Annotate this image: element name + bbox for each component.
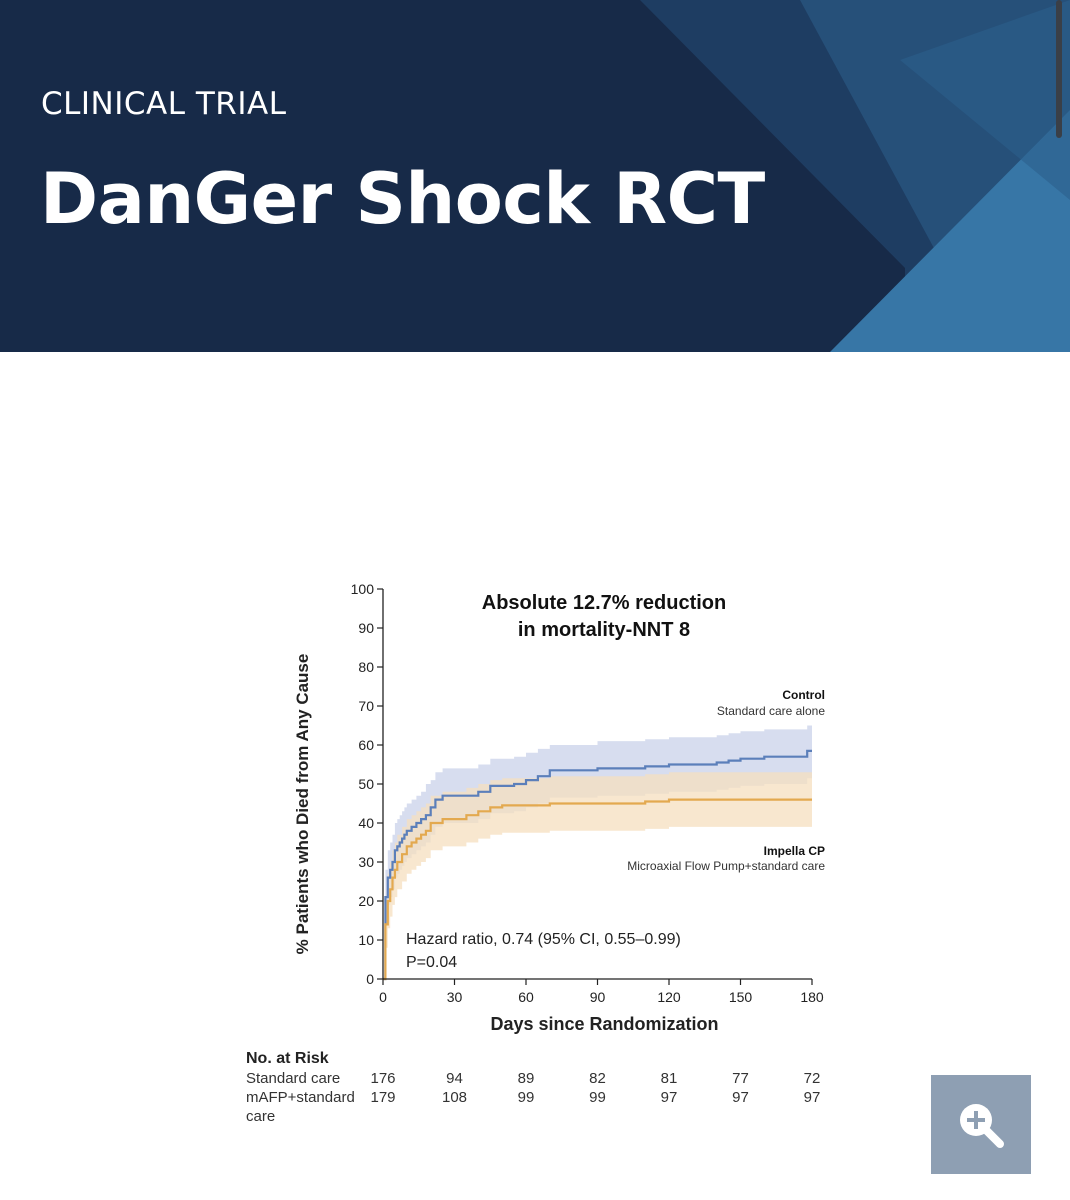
x-tick-label: 90 <box>590 989 606 1005</box>
x-tick-label: 0 <box>379 989 387 1005</box>
y-tick-label: 10 <box>358 932 374 948</box>
risk-cell: 72 <box>804 1070 821 1087</box>
series-sublabel: Standard care alone <box>717 704 825 718</box>
y-axis-label: % Patients who Died from Any Cause <box>293 654 312 955</box>
y-tick-label: 40 <box>358 815 374 831</box>
y-tick-label: 60 <box>358 737 374 753</box>
series-line-impella <box>383 798 812 981</box>
ci-band-impella <box>383 772 812 979</box>
risk-cell: 77 <box>732 1070 749 1087</box>
x-tick-label: 180 <box>800 989 824 1005</box>
risk-cell: 97 <box>661 1089 678 1106</box>
risk-cell: 176 <box>370 1070 395 1087</box>
series-sublabel: Microaxial Flow Pump+standard care <box>627 859 825 873</box>
chart-title-line: Absolute 12.7% reduction <box>482 592 727 614</box>
risk-cell: 97 <box>804 1089 821 1106</box>
header-eyebrow: CLINICAL TRIAL <box>41 86 287 122</box>
hazard-annotation-line: P=0.04 <box>406 954 457 971</box>
deco-shape-4 <box>900 0 1070 200</box>
risk-cell: 99 <box>589 1089 606 1106</box>
deco-shape-3 <box>830 110 1070 352</box>
zoom-button[interactable] <box>931 1075 1031 1174</box>
risk-cell: 94 <box>446 1070 463 1087</box>
y-tick-label: 30 <box>358 854 374 870</box>
y-tick-label: 90 <box>358 620 374 636</box>
risk-cell: 82 <box>589 1070 606 1087</box>
risk-cell: 99 <box>518 1089 535 1106</box>
km-chart: 0 10 20 30 40 50 60 70 80 90 100 0 30 60 90 120 150 180 Da… <box>246 581 825 1125</box>
risk-cell: 179 <box>370 1089 395 1106</box>
scrollbar-thumb[interactable] <box>1056 0 1062 138</box>
risk-cell: 89 <box>518 1070 535 1087</box>
y-tick-label: 20 <box>358 893 374 909</box>
risk-cell: 97 <box>732 1089 749 1106</box>
y-tick-label: 70 <box>358 698 374 714</box>
header-banner: CLINICAL TRIAL DanGer Shock RCT <box>0 0 1070 352</box>
risk-cell: 81 <box>661 1070 678 1087</box>
risk-row-label: care <box>246 1108 275 1125</box>
series-label-control: Control <box>782 688 825 702</box>
page-title: DanGer Shock RCT <box>40 158 765 240</box>
risk-row-label: mAFP+standard <box>246 1089 355 1106</box>
hazard-annotation-line: Hazard ratio, 0.74 (95% CI, 0.55–0.99) <box>406 931 681 948</box>
x-tick-label: 30 <box>447 989 463 1005</box>
x-tick-label: 120 <box>657 989 681 1005</box>
zoom-in-icon <box>960 1103 1004 1148</box>
x-axis-label: Days since Randomization <box>490 1014 718 1034</box>
y-tick-label: 50 <box>358 776 374 792</box>
y-tick-label: 0 <box>366 971 374 987</box>
x-tick-label: 150 <box>729 989 753 1005</box>
x-tick-label: 60 <box>518 989 534 1005</box>
risk-table-heading: No. at Risk <box>246 1050 329 1067</box>
risk-row-label: Standard care <box>246 1070 340 1087</box>
risk-cell: 108 <box>442 1089 467 1106</box>
series-label-impella: Impella CP <box>764 844 825 858</box>
header-decoration <box>640 0 1070 352</box>
series-line-control <box>383 749 812 981</box>
chart-title-line: in mortality-NNT 8 <box>518 619 690 641</box>
y-tick-label: 100 <box>351 581 375 597</box>
y-tick-label: 80 <box>358 659 374 675</box>
